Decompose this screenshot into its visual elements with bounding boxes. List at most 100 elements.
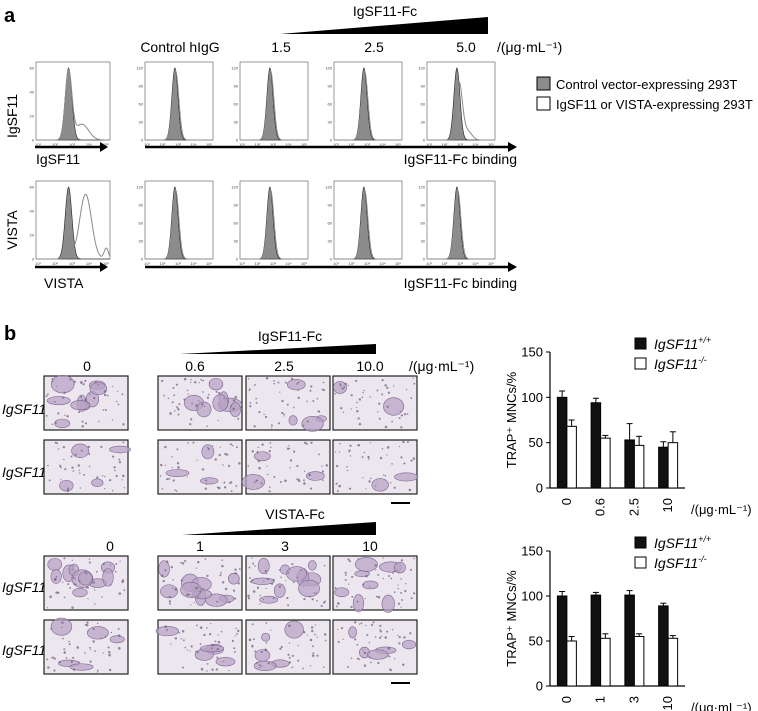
cell-speck: [204, 558, 207, 560]
cell-speck: [206, 662, 209, 665]
cell-speck: [350, 394, 353, 397]
histogram-y-tick: 90: [234, 84, 239, 89]
cell-speck: [258, 664, 261, 667]
cell-speck: [410, 459, 413, 462]
cell-speck: [78, 661, 81, 664]
bar-ko: [566, 425, 577, 489]
cell-speck: [263, 580, 265, 582]
cell-speck: [118, 592, 122, 595]
cell-speck: [168, 600, 172, 603]
cell-speck: [264, 415, 268, 419]
dose-wedge-b-bottom: [182, 522, 376, 535]
stained-cell: [109, 635, 125, 644]
expressing-histogram: [145, 69, 213, 141]
cell-speck: [302, 631, 306, 634]
cell-speck: [172, 387, 175, 389]
micrograph-tile: [43, 439, 131, 495]
cell-speck: [123, 589, 126, 592]
cell-speck: [273, 580, 275, 583]
expressing-histogram: [427, 188, 495, 260]
cell-speck: [176, 462, 180, 465]
cell-speck: [206, 425, 208, 428]
cell-speck: [56, 385, 58, 387]
cell-speck: [379, 628, 381, 631]
stained-cell: [298, 579, 320, 598]
cell-speck: [368, 458, 370, 461]
cell-speck: [234, 572, 237, 575]
cell-speck: [223, 481, 226, 484]
cell-speck: [82, 383, 85, 386]
stained-cell: [87, 626, 109, 640]
cell-speck: [268, 490, 271, 493]
micrograph-tile: [245, 619, 331, 675]
expressing-histogram: [36, 68, 110, 141]
cell-speck: [215, 390, 218, 393]
cell-speck: [55, 576, 58, 578]
histogram-y-tick: 30: [421, 120, 426, 125]
cell-speck: [87, 587, 90, 589]
cell-speck: [369, 661, 372, 664]
cell-speck: [362, 649, 364, 651]
dose-b-top-1: 0.6: [185, 358, 205, 374]
histogram-plot: 0 30 60 90 120 10¹ 10² 10³ 10⁴ 10⁵: [136, 61, 214, 147]
dose-b-top-3: 10.0: [356, 358, 383, 374]
cell-speck: [377, 661, 380, 665]
cell-speck: [356, 409, 359, 413]
cell-speck: [325, 464, 329, 467]
cell-speck: [71, 466, 74, 469]
cell-speck: [291, 563, 294, 566]
cell-speck: [247, 465, 250, 467]
cell-speck: [280, 645, 283, 649]
histogram-y-tick: 60: [328, 221, 333, 226]
cell-speck: [388, 575, 391, 578]
cell-speck: [176, 406, 179, 409]
cell-speck: [251, 450, 255, 453]
cell-speck: [176, 448, 179, 451]
stained-cell: [196, 401, 212, 418]
cell-speck: [281, 399, 284, 403]
cell-speck: [187, 393, 189, 395]
cell-speck: [398, 642, 401, 645]
cell-speck: [53, 657, 56, 660]
cell-speck: [211, 668, 214, 671]
cell-speck: [220, 630, 223, 633]
cell-speck: [183, 377, 187, 381]
histogram-y-tick: 0: [236, 257, 239, 262]
cell-speck: [341, 387, 344, 390]
cell-speck: [53, 669, 56, 672]
expr-axis-label-vista: VISTA: [44, 275, 84, 291]
cell-speck: [86, 621, 89, 624]
cell-speck: [384, 474, 387, 477]
histogram-x-tick: 10³: [270, 261, 276, 266]
cell-speck: [316, 397, 319, 400]
histogram-x-tick: 10¹: [333, 142, 339, 147]
cell-speck: [63, 596, 66, 599]
micrograph-tile: [157, 555, 243, 611]
cell-speck: [235, 485, 238, 487]
cell-speck: [413, 557, 415, 560]
expressing-histogram: [334, 69, 402, 141]
cell-speck: [340, 406, 343, 410]
histogram-x-tick: 10⁴: [379, 261, 385, 266]
cell-speck: [102, 652, 104, 654]
histogram-x-tick: 10¹: [35, 261, 41, 266]
cell-speck: [96, 671, 99, 673]
cell-speck: [217, 634, 219, 636]
x-tick-label: 3: [626, 696, 641, 703]
cell-speck: [217, 640, 221, 644]
cell-speck: [363, 451, 366, 454]
cell-speck: [358, 422, 362, 426]
cell-speck: [249, 580, 252, 583]
cell-speck: [92, 581, 95, 584]
cell-speck: [111, 385, 114, 388]
cell-speck: [79, 381, 83, 384]
histogram-y-tick: 60: [421, 102, 426, 107]
cell-speck: [198, 400, 200, 402]
cell-speck: [94, 650, 96, 652]
cell-speck: [207, 447, 210, 451]
cell-speck: [362, 583, 365, 586]
cell-speck: [346, 466, 348, 468]
cell-speck: [382, 577, 384, 580]
cell-speck: [210, 647, 213, 649]
cell-speck: [370, 477, 372, 480]
